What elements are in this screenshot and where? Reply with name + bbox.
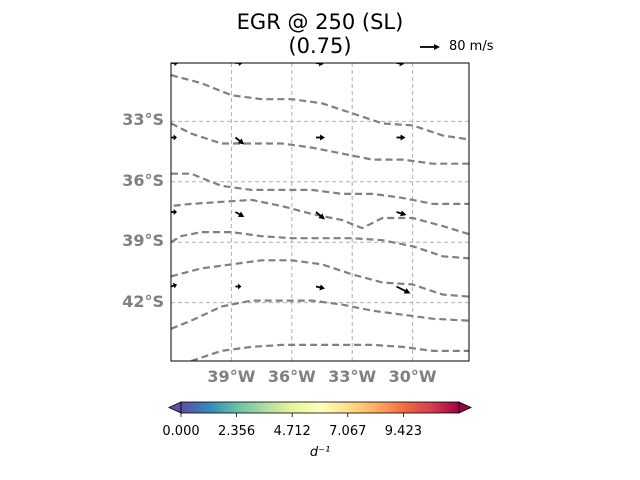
wind-arrow [315, 63, 324, 67]
wind-arrow [171, 282, 178, 289]
colorbar [168, 401, 472, 417]
quiver-key-arrow-shape [420, 44, 440, 50]
quiver-key-label: 80 m/s [449, 39, 494, 54]
chart-title: EGR @ 250 (SL) [236, 10, 404, 34]
lon-tick-label: 30°W [388, 367, 437, 386]
wind-arrow [396, 210, 407, 217]
lat-tick-label: 42°S [122, 291, 164, 311]
lon-tick-label: 36°W [267, 367, 316, 386]
wind-arrow [396, 134, 406, 141]
wind-arrow [315, 211, 326, 220]
wind-arrow [315, 284, 326, 291]
map-axes-frame [170, 62, 470, 362]
colorbar-unit-label: d⁻¹ [309, 445, 331, 460]
wind-arrow [235, 283, 242, 290]
lat-tick-label: 36°S [122, 170, 164, 190]
quiver-key-arrow [420, 44, 440, 50]
contour-line [171, 198, 469, 236]
colorbar-extend-high [458, 401, 472, 414]
wind-arrow [316, 134, 325, 141]
wind-arrow [171, 209, 177, 215]
wind-arrow [171, 134, 177, 141]
contour-line [171, 122, 469, 165]
lat-tick-label: 39°S [122, 231, 164, 251]
colorbar-tick-label: 4.712 [273, 424, 311, 439]
wind-arrow [235, 63, 243, 66]
colorbar-tick-label: 9.423 [384, 424, 422, 439]
colorbar-extend-low [168, 401, 182, 414]
lon-tick-label: 33°W [328, 367, 377, 386]
wind-arrow [396, 63, 404, 67]
contour-line [171, 231, 469, 260]
colorbar-tick-label: 0.000 [162, 424, 200, 439]
vector-layer [171, 63, 411, 294]
lon-tick-label: 39°W [207, 367, 256, 386]
colorbar-tick-label: 2.356 [217, 424, 256, 439]
contour-layer [171, 74, 469, 361]
contour-line [171, 259, 469, 298]
wind-arrow [171, 63, 179, 66]
colorbar-tick-label: 7.067 [329, 424, 367, 439]
wind-arrow [234, 211, 245, 218]
contour-line [171, 299, 469, 330]
colorbar-gradient [180, 401, 460, 414]
lat-tick-label: 33°S [122, 110, 164, 130]
contour-line [171, 172, 469, 205]
contour-line [171, 74, 469, 141]
wind-arrow [396, 285, 411, 294]
chart-subtitle: (0.75) [288, 34, 352, 58]
wind-arrow [234, 136, 245, 145]
grid-layer [171, 63, 469, 361]
contour-line [190, 343, 469, 361]
